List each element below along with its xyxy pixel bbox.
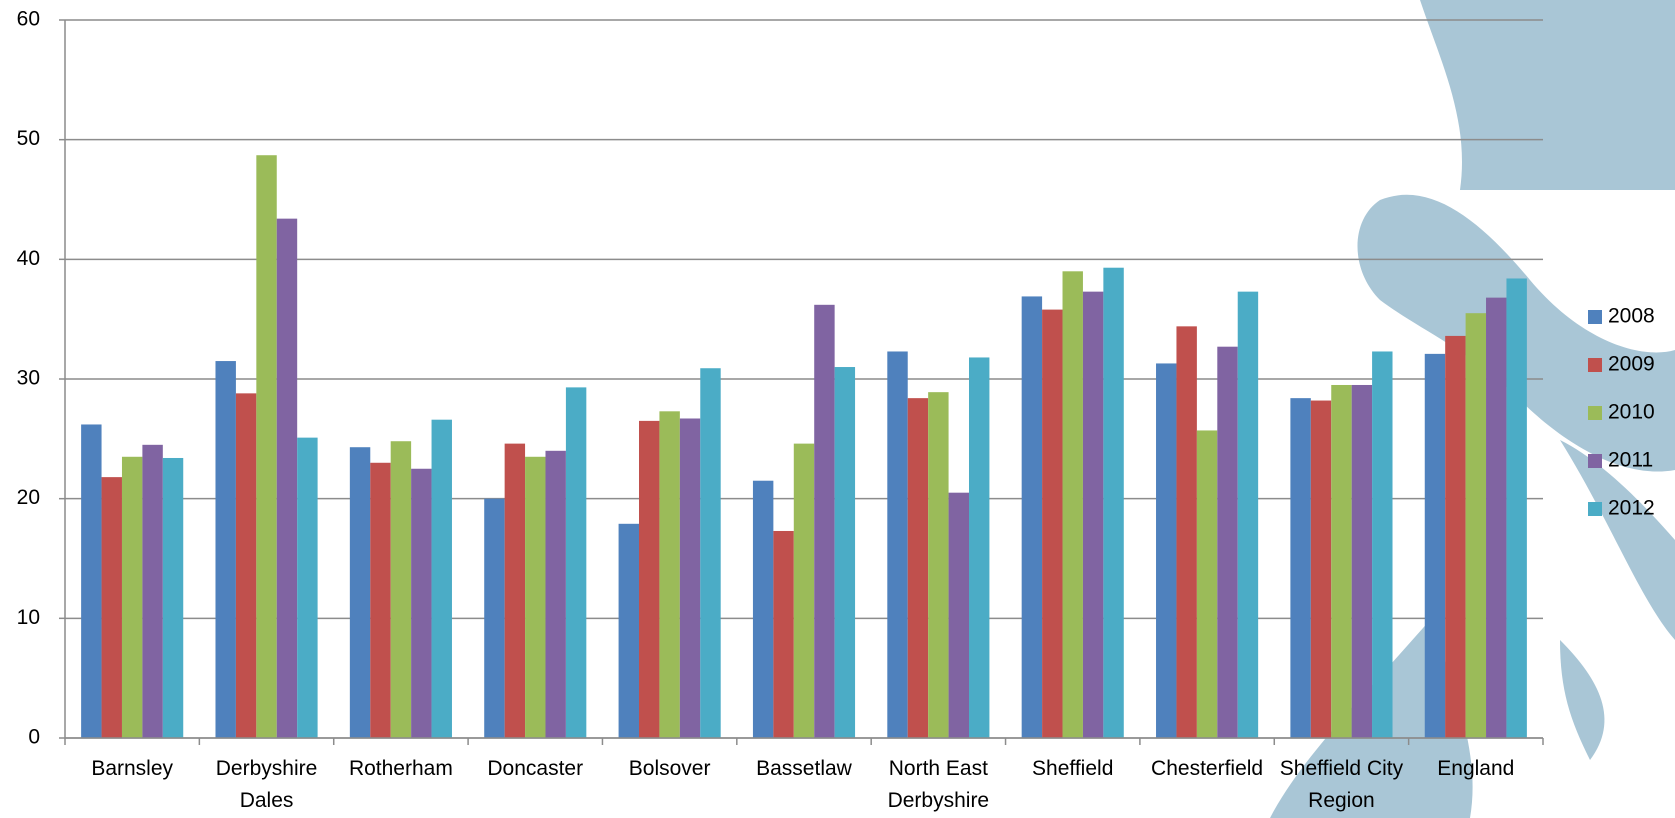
bar — [1290, 398, 1311, 738]
legend-swatch — [1588, 406, 1602, 420]
bar — [256, 155, 277, 738]
legend-swatch — [1588, 358, 1602, 372]
bar — [618, 523, 640, 738]
bar — [1042, 309, 1063, 738]
bar — [411, 468, 432, 738]
bar — [1082, 291, 1104, 738]
bar — [215, 361, 236, 738]
bar — [887, 351, 908, 738]
bar — [81, 424, 102, 738]
bar — [928, 392, 949, 738]
bar — [101, 477, 122, 738]
bar — [968, 357, 990, 738]
bar — [1176, 326, 1197, 738]
y-tick-label: 0 — [28, 726, 40, 749]
bar — [1196, 430, 1218, 738]
bar — [1237, 291, 1259, 738]
bar — [525, 456, 546, 738]
y-tick-label: 20 — [17, 486, 40, 509]
y-tick-label: 40 — [17, 247, 40, 270]
bar — [814, 304, 835, 738]
x-tick-label: Bolsover — [628, 757, 711, 780]
x-tick-label: England — [1437, 757, 1515, 780]
x-tick-label: North East Derbyshire — [887, 757, 990, 812]
y-tick-label: 60 — [17, 8, 40, 31]
bar — [276, 218, 298, 738]
bar — [639, 420, 660, 738]
bar — [1310, 400, 1332, 738]
bar — [659, 411, 680, 738]
bar — [700, 368, 721, 738]
legend-swatch — [1588, 502, 1602, 516]
legend-swatch — [1588, 454, 1602, 468]
y-tick-label: 10 — [17, 606, 40, 629]
plot: 0 10 20 30 40 50 60 2008 2009 2010 2011 2012 — [17, 8, 1655, 749]
bar — [162, 457, 184, 738]
bar — [1103, 267, 1124, 738]
x-tick-label: Barnsley — [91, 757, 174, 780]
bar — [1331, 384, 1352, 738]
bar — [431, 419, 452, 738]
bar — [390, 441, 412, 738]
bar — [1156, 363, 1177, 738]
bar — [545, 450, 566, 738]
bar — [1445, 335, 1466, 738]
bar — [1424, 353, 1446, 738]
bar — [235, 393, 257, 738]
bar — [142, 444, 163, 738]
bar — [565, 387, 587, 738]
legend-swatch — [1588, 310, 1602, 324]
legend-label: 2009 — [1608, 353, 1655, 376]
bar — [1062, 271, 1083, 738]
bar — [907, 398, 929, 738]
bar — [679, 418, 701, 738]
bar — [1021, 296, 1043, 738]
bar — [752, 480, 774, 738]
legend-label: 2011 — [1608, 449, 1653, 472]
bar — [793, 443, 815, 738]
bar — [1486, 297, 1507, 738]
y-tick-label: 50 — [17, 127, 40, 150]
bar — [297, 437, 318, 738]
bar — [773, 530, 794, 738]
bar — [834, 367, 856, 738]
legend-label: 2008 — [1608, 305, 1655, 328]
bar — [349, 447, 371, 738]
bar — [1351, 384, 1373, 738]
bar — [121, 456, 143, 738]
bar — [484, 498, 505, 738]
x-tick-label: Bassetlaw — [756, 757, 852, 780]
x-tick-label: Sheffield City Region — [1279, 757, 1404, 812]
legend-label: 2010 — [1608, 401, 1655, 424]
bar — [504, 443, 526, 738]
x-tick-label: Derbyshire Dales — [215, 757, 318, 812]
x-tick-label: Doncaster — [487, 757, 584, 780]
y-tick-label: 30 — [17, 367, 40, 390]
bar — [1506, 278, 1527, 738]
bar — [1217, 346, 1238, 738]
bar — [370, 462, 391, 738]
bar — [1465, 313, 1487, 738]
x-tick-label: Rotherham — [348, 757, 453, 780]
x-tick-label: Sheffield — [1032, 757, 1114, 780]
bar — [1372, 351, 1393, 738]
legend-label: 2012 — [1608, 497, 1655, 520]
x-tick-label: Chesterfield — [1151, 757, 1264, 780]
bar — [948, 492, 969, 738]
